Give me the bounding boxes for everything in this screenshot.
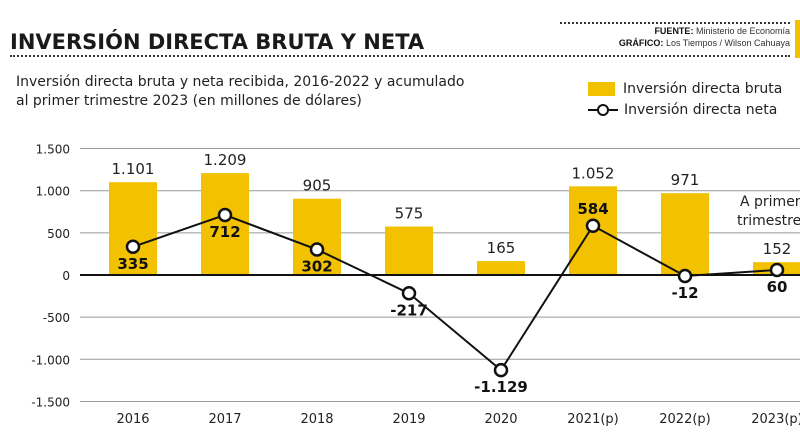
x-tick-label: 2023(p) <box>751 412 800 427</box>
bar-value-label: 1.052 <box>572 164 615 182</box>
x-tick-label: 2019 <box>392 412 425 427</box>
graphic-credit: Los Tiempos / Wilson Cahuaya <box>665 38 790 48</box>
chart-title: INVERSIÓN DIRECTA BRUTA Y NETA <box>10 30 425 54</box>
y-tick-label: 500 <box>47 227 70 241</box>
legend: Inversión directa bruta Inversión direct… <box>588 78 782 120</box>
y-tick-label: -1.000 <box>31 353 70 367</box>
net-value-label: 335 <box>117 255 148 273</box>
x-tick-label: 2016 <box>116 412 149 427</box>
bar-value-label: 905 <box>303 177 332 195</box>
divider <box>10 55 790 57</box>
bar <box>477 261 525 275</box>
net-point <box>493 362 509 378</box>
bar-value-label: 1.209 <box>204 151 247 169</box>
annotation: trimestre <box>737 213 800 229</box>
net-value-label: -1.129 <box>474 378 528 396</box>
legend-label: Inversión directa neta <box>624 101 778 118</box>
annotation: A primer <box>740 194 800 210</box>
net-value-label: -12 <box>671 284 698 302</box>
y-tick-label: -500 <box>43 311 70 325</box>
net-value-label: 712 <box>209 223 240 241</box>
bar <box>385 226 433 275</box>
net-point <box>309 242 325 257</box>
net-value-label: 584 <box>577 200 608 218</box>
net-point <box>217 207 233 223</box>
bar <box>293 198 341 275</box>
bar-value-label: 575 <box>395 205 424 223</box>
bar <box>109 182 157 275</box>
bar <box>661 193 709 275</box>
subtitle-line: Inversión directa bruta y neta recibida,… <box>16 74 465 90</box>
net-value-label: 60 <box>767 278 788 296</box>
chart-subtitle: Inversión directa bruta y neta recibida,… <box>16 73 464 111</box>
divider <box>560 22 790 24</box>
net-point <box>401 286 417 301</box>
net-value-label: 302 <box>301 258 332 276</box>
net-point <box>585 218 601 234</box>
accent-bar <box>795 20 800 58</box>
net-line <box>132 213 778 372</box>
y-tick-label: 1.500 <box>36 143 70 157</box>
bar-value-label: 1.101 <box>112 160 155 178</box>
net-value-label: -217 <box>390 301 428 319</box>
y-tick-label: 1.000 <box>36 185 70 199</box>
source-label: FUENTE: <box>654 26 694 36</box>
legend-item-neta: Inversión directa neta <box>588 99 782 120</box>
net-point <box>769 262 785 278</box>
line-marker-icon <box>588 103 618 116</box>
bar-value-label: 152 <box>763 240 792 258</box>
net-point <box>677 268 693 284</box>
x-tick-label: 2018 <box>300 412 333 427</box>
legend-label: Inversión directa bruta <box>623 80 783 97</box>
bar-value-label: 165 <box>487 239 516 257</box>
bar-swatch <box>588 81 615 96</box>
graphic-label: GRÁFICO: <box>618 38 664 48</box>
credits: FUENTE: Ministerio de Economía GRÁFICO: … <box>619 25 790 49</box>
x-tick-label: 2020 <box>484 412 517 427</box>
legend-item-bruta: Inversión directa bruta <box>588 78 782 99</box>
bar-value-label: 971 <box>671 171 700 189</box>
y-tick-label: 0 <box>62 269 70 283</box>
source: Ministerio de Economía <box>695 26 790 36</box>
y-tick-label: -1.500 <box>31 395 70 409</box>
x-tick-label: 2017 <box>208 412 241 427</box>
net-point <box>125 239 141 255</box>
x-tick-label: 2022(p) <box>659 412 710 427</box>
subtitle-line: al primer trimestre 2023 (en millones de… <box>16 93 362 109</box>
x-tick-label: 2021(p) <box>567 412 618 427</box>
bar <box>201 173 249 275</box>
